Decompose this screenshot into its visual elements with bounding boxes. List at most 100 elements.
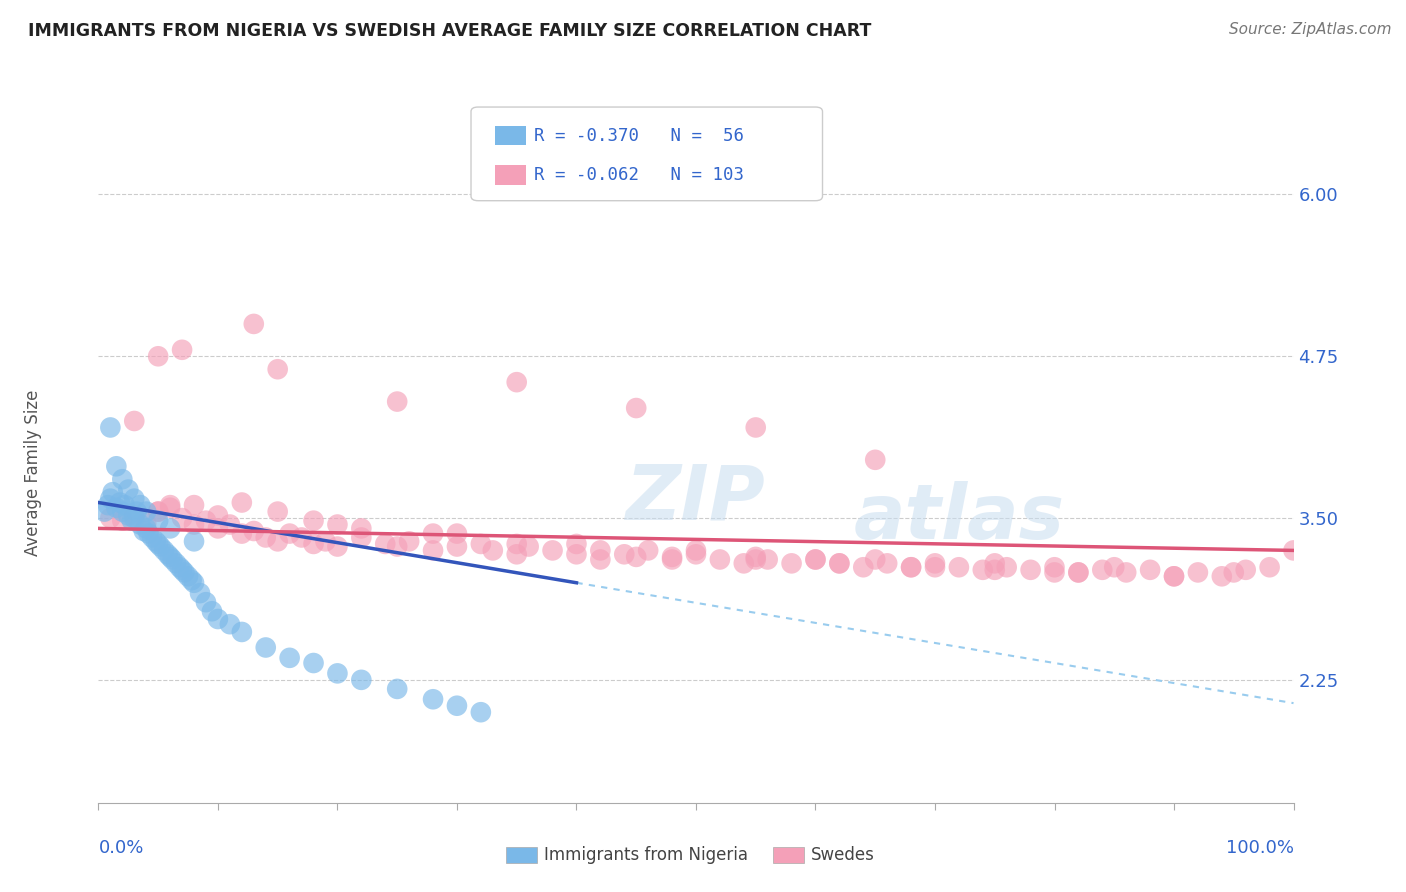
Point bbox=[350, 673, 373, 687]
Point bbox=[446, 540, 468, 554]
Point bbox=[183, 498, 205, 512]
Point bbox=[207, 612, 229, 626]
Point bbox=[745, 552, 768, 566]
Point bbox=[326, 517, 349, 532]
Point bbox=[1043, 566, 1066, 580]
Point bbox=[804, 552, 827, 566]
Point bbox=[149, 540, 172, 554]
Point bbox=[156, 547, 179, 561]
Point bbox=[180, 573, 202, 587]
Point bbox=[243, 317, 266, 331]
Text: Swedes: Swedes bbox=[811, 847, 875, 864]
Point bbox=[685, 547, 707, 561]
Point bbox=[183, 575, 205, 590]
Point bbox=[254, 531, 277, 545]
Point bbox=[374, 537, 396, 551]
Point bbox=[302, 537, 325, 551]
Point bbox=[422, 543, 444, 558]
Point bbox=[1067, 566, 1090, 580]
Point bbox=[626, 401, 648, 415]
Text: Source: ZipAtlas.com: Source: ZipAtlas.com bbox=[1229, 22, 1392, 37]
Point bbox=[385, 394, 409, 409]
Point bbox=[188, 586, 211, 600]
Point bbox=[780, 557, 803, 571]
Point bbox=[98, 511, 122, 525]
Point bbox=[302, 656, 325, 670]
Point bbox=[398, 534, 420, 549]
Point bbox=[97, 498, 120, 512]
Point bbox=[121, 514, 143, 528]
Point bbox=[148, 505, 170, 519]
Point bbox=[159, 498, 181, 512]
Point bbox=[177, 569, 200, 583]
Point bbox=[661, 552, 683, 566]
Point bbox=[1282, 543, 1305, 558]
Point bbox=[254, 640, 277, 655]
Point bbox=[159, 549, 181, 564]
Point bbox=[350, 521, 373, 535]
Point bbox=[350, 531, 373, 545]
Point bbox=[108, 495, 131, 509]
Point bbox=[995, 560, 1018, 574]
Point bbox=[422, 692, 444, 706]
Text: R = -0.062   N = 103: R = -0.062 N = 103 bbox=[534, 166, 744, 184]
Point bbox=[173, 566, 195, 580]
Point bbox=[828, 557, 851, 571]
Point bbox=[124, 511, 146, 525]
Point bbox=[153, 543, 176, 558]
Point bbox=[1043, 560, 1066, 574]
Point bbox=[984, 557, 1007, 571]
Point bbox=[172, 343, 194, 357]
Point bbox=[101, 485, 124, 500]
Point bbox=[745, 549, 768, 564]
Point bbox=[1163, 569, 1185, 583]
Point bbox=[1139, 563, 1161, 577]
Text: Immigrants from Nigeria: Immigrants from Nigeria bbox=[544, 847, 748, 864]
Point bbox=[243, 524, 266, 538]
Point bbox=[148, 349, 170, 363]
Point bbox=[470, 705, 492, 719]
Point bbox=[1187, 566, 1209, 580]
Text: Average Family Size: Average Family Size bbox=[24, 390, 42, 556]
Point bbox=[709, 552, 731, 566]
Point bbox=[124, 414, 146, 428]
Point bbox=[589, 543, 612, 558]
Point bbox=[111, 472, 134, 486]
Point bbox=[105, 459, 128, 474]
Point bbox=[876, 557, 898, 571]
Point bbox=[201, 604, 224, 618]
Point bbox=[565, 537, 588, 551]
Point bbox=[1234, 563, 1257, 577]
Point bbox=[828, 557, 851, 571]
Point bbox=[1019, 563, 1042, 577]
Point bbox=[129, 517, 152, 532]
Point bbox=[124, 508, 146, 523]
Point bbox=[315, 534, 337, 549]
Text: 0.0%: 0.0% bbox=[98, 839, 143, 857]
Point bbox=[626, 549, 648, 564]
Point bbox=[290, 531, 312, 545]
Text: 100.0%: 100.0% bbox=[1226, 839, 1294, 857]
Point bbox=[219, 617, 242, 632]
Point bbox=[231, 624, 253, 639]
Point bbox=[135, 505, 157, 519]
Point bbox=[172, 563, 194, 577]
Point bbox=[326, 540, 349, 554]
Point bbox=[863, 452, 887, 467]
Point bbox=[117, 508, 139, 523]
Point bbox=[385, 540, 409, 554]
Point bbox=[183, 517, 205, 532]
Point bbox=[172, 511, 194, 525]
Point bbox=[637, 543, 659, 558]
Point bbox=[159, 500, 181, 515]
Point bbox=[481, 543, 505, 558]
Point bbox=[589, 552, 612, 566]
Point bbox=[207, 521, 229, 535]
Point bbox=[1163, 569, 1185, 583]
Point bbox=[267, 505, 290, 519]
Point bbox=[565, 547, 588, 561]
Point bbox=[141, 531, 163, 545]
Point bbox=[661, 549, 683, 564]
Point bbox=[1102, 560, 1125, 574]
Point bbox=[852, 560, 875, 574]
